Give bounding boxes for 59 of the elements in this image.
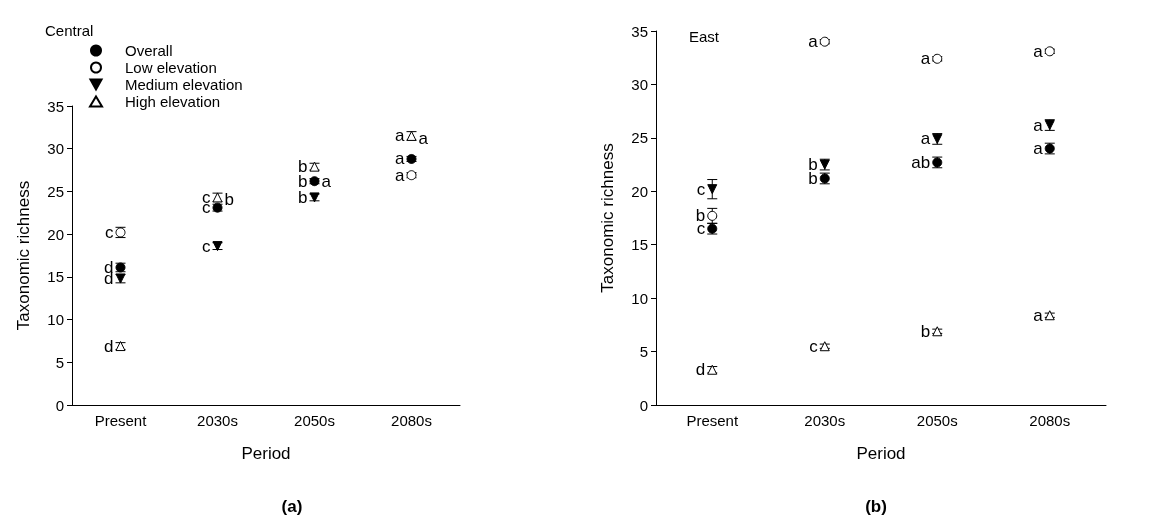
x-tick-label: 2030s xyxy=(804,412,846,429)
annotation: d xyxy=(104,336,114,356)
y-tick-label: 15 xyxy=(47,268,64,286)
chart-title: East xyxy=(689,28,720,45)
x-tick-label: 2050s xyxy=(916,412,958,429)
x-tick-label: 2080s xyxy=(1029,412,1071,429)
y-tick-label: 5 xyxy=(639,343,648,361)
chart-title: Central xyxy=(45,22,94,39)
x-tick-label: 2030s xyxy=(197,412,238,429)
annotation: a xyxy=(920,129,931,149)
point xyxy=(707,184,718,195)
annotation: a xyxy=(1033,305,1044,325)
annotation: a xyxy=(395,126,406,146)
y-tick-label: 30 xyxy=(631,75,648,93)
y-axis-title: Taxonomic richness xyxy=(598,143,617,293)
y-tick-label: 15 xyxy=(631,236,648,254)
y-tick-label: 5 xyxy=(55,353,64,371)
annotation: c xyxy=(696,179,706,199)
legend-label: High elevation xyxy=(125,93,221,110)
annotation: d xyxy=(695,360,706,380)
x-tick-label: Present xyxy=(686,412,739,429)
annotation: a xyxy=(920,49,931,69)
y-tick-label: 10 xyxy=(47,311,64,329)
annotation: a xyxy=(321,171,332,191)
y-tick-label: 30 xyxy=(47,140,64,158)
annotation: b xyxy=(695,206,706,226)
annotation: a xyxy=(418,128,429,148)
annotation: a xyxy=(1033,115,1044,135)
x-axis-title: Period xyxy=(856,444,906,463)
y-tick-label: 20 xyxy=(47,225,64,243)
annotation: a xyxy=(1033,41,1044,61)
text: (b) xyxy=(865,497,887,516)
y-tick-label: 25 xyxy=(47,182,64,200)
x-tick-label: 2080s xyxy=(391,412,432,429)
y-tick-label: 35 xyxy=(47,97,64,115)
annotation: c xyxy=(809,336,819,356)
annotation: a xyxy=(808,32,819,52)
annotation: b xyxy=(920,321,931,341)
text: (a) xyxy=(281,497,303,516)
legend-label: Low elevation xyxy=(125,59,217,76)
x-axis-title: Period xyxy=(241,444,291,463)
point xyxy=(932,53,943,64)
y-tick-label: 35 xyxy=(631,22,648,40)
x-tick-label: 2050s xyxy=(294,412,335,429)
x-tick-label: Present xyxy=(94,412,148,429)
annotation: a xyxy=(1033,139,1044,159)
point xyxy=(932,326,943,337)
annotation: b xyxy=(224,190,234,210)
y-tick-label: 0 xyxy=(55,396,64,414)
y-tick-label: 0 xyxy=(639,396,648,414)
y-tick-label: 25 xyxy=(631,129,648,147)
annotation: ab xyxy=(911,152,931,172)
annotation: c xyxy=(105,222,114,242)
legend-label: Medium elevation xyxy=(125,76,243,93)
y-axis-title: Taxonomic richness xyxy=(14,180,33,331)
legend-label: Overall xyxy=(125,42,173,59)
y-tick-label: 20 xyxy=(631,182,648,200)
y-tick-label: 10 xyxy=(631,289,648,307)
annotation: c xyxy=(202,236,211,256)
